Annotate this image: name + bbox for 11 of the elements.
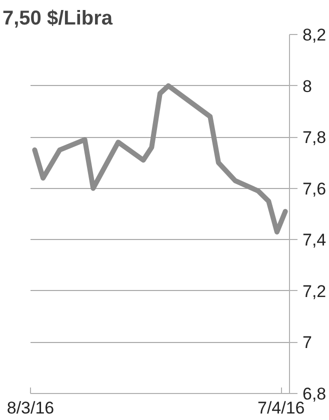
y-tick-label: 8 (302, 76, 312, 96)
x-tick-label: 8/3/16 (6, 398, 54, 418)
y-tick-label: 8,2 (302, 26, 326, 44)
y-tick-label: 7,2 (302, 282, 326, 301)
y-tick-label: 7,4 (302, 230, 326, 250)
y-tick-label: 7,6 (302, 179, 326, 198)
x-tick-label: 7/4/16 (258, 398, 305, 418)
y-tick-label: 7 (302, 333, 312, 352)
y-tick-label: 7,8 (302, 128, 326, 148)
y-tick-label: 6,8 (302, 384, 326, 404)
chart-title: 7,50 $/Libra (2, 8, 114, 30)
